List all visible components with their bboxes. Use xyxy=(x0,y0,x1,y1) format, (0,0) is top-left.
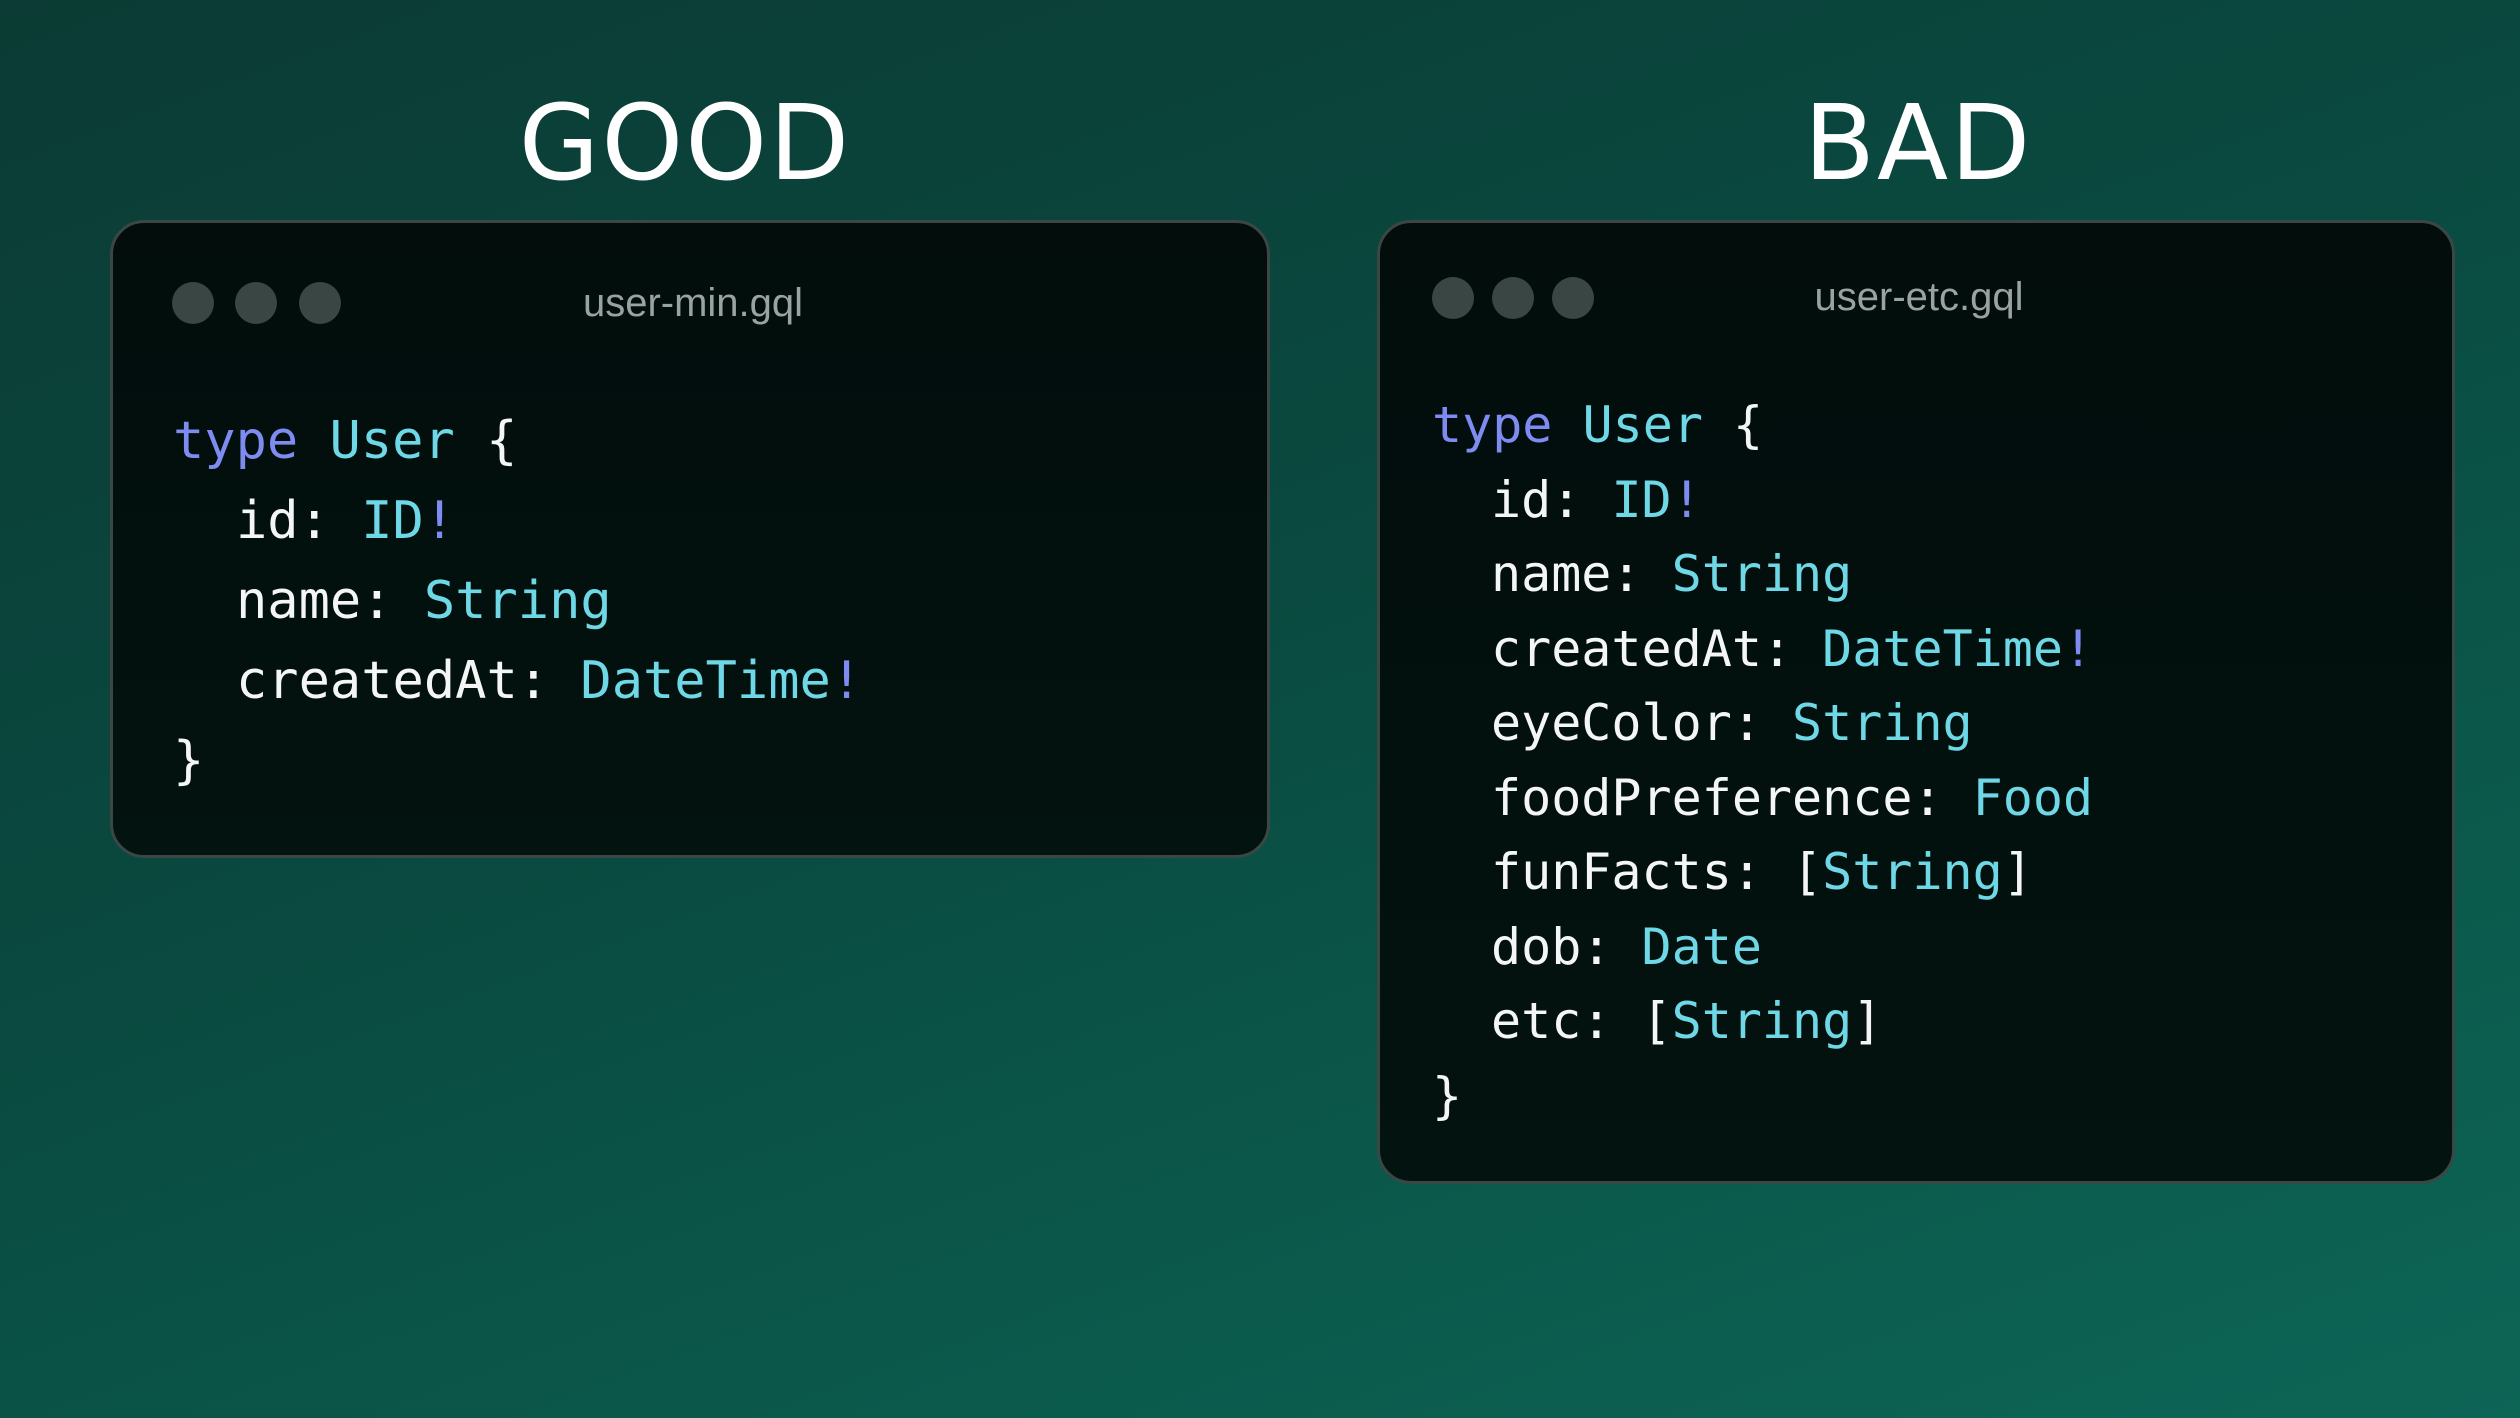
code-name: createdAt xyxy=(236,651,518,711)
code-line: type User { xyxy=(1432,388,2093,463)
code-type: Date xyxy=(1641,917,1762,976)
code-line: id: ID! xyxy=(173,481,862,561)
code-line: dob: Date xyxy=(1432,910,2093,985)
code-block: type User {id: ID! name: String createdAt:… xyxy=(173,401,862,801)
code-bang: ! xyxy=(830,651,863,711)
code-sep: : xyxy=(1581,917,1642,976)
good-code-window: user-min.gql type User {id: ID! name: Str… xyxy=(110,220,1270,858)
code-sep: : [ xyxy=(1731,843,1823,901)
code-line: } xyxy=(1432,1059,2093,1134)
code-sep: : xyxy=(361,571,424,631)
window-dot-icon xyxy=(1492,277,1534,319)
code-bang: ! xyxy=(2062,619,2094,678)
window-dot-icon xyxy=(1432,277,1474,319)
code-bang: ! xyxy=(423,491,456,551)
code-name: id xyxy=(1491,470,1552,529)
code-name: name xyxy=(236,571,362,631)
code-sep: : xyxy=(517,651,581,711)
bad-code-window: user-etc.gql type User {id: ID! name: Str… xyxy=(1377,220,2455,1184)
code-line: etc: [String] xyxy=(1432,984,2093,1059)
code-sep: : xyxy=(1731,694,1793,752)
code-line: createdAt: DateTime! xyxy=(173,641,862,721)
code-name: name xyxy=(1491,545,1612,603)
good-heading: GOOD xyxy=(518,82,852,204)
code-sep xyxy=(298,411,329,471)
code-suffix: { xyxy=(1702,396,1764,454)
code-bang: ! xyxy=(1671,470,1702,529)
code-type: ID xyxy=(1611,470,1672,529)
code-type: String xyxy=(1792,694,1973,752)
code-type: DateTime xyxy=(580,651,831,711)
code-type: ID xyxy=(361,491,424,551)
code-name: dob xyxy=(1491,917,1582,976)
code-sep: : xyxy=(298,491,362,551)
code-line: foodPreference: Food xyxy=(1432,761,2093,836)
code-sep xyxy=(1552,396,1582,454)
code-line: funFacts: [String] xyxy=(1432,835,2093,910)
code-name: } xyxy=(1432,1066,1463,1125)
code-type: Food xyxy=(1972,768,2094,827)
code-name: funFacts xyxy=(1491,843,1732,901)
code-block: type User {id: ID! name: String createdAt:… xyxy=(1432,388,2093,1133)
code-line: id: ID! xyxy=(1432,463,2093,538)
code-name: etc xyxy=(1491,992,1582,1050)
code-name: } xyxy=(173,731,205,791)
code-name: id xyxy=(236,491,299,551)
code-name: eyeColor xyxy=(1491,694,1732,752)
bad-heading: BAD xyxy=(1803,82,2033,204)
code-line: name: String xyxy=(1432,537,2093,612)
filename: user-etc.gql xyxy=(1814,275,2024,319)
window-dot-icon xyxy=(172,282,214,324)
window-dot-icon xyxy=(299,282,341,324)
code-line: type User { xyxy=(173,401,862,481)
code-type: String xyxy=(1822,843,2003,901)
code-type: String xyxy=(423,571,612,631)
window-dot-icon xyxy=(1552,277,1594,319)
code-sep: : xyxy=(1551,470,1612,529)
code-name: foodPreference xyxy=(1491,768,1913,827)
code-line: createdAt: DateTime! xyxy=(1432,612,2093,687)
code-suffix: { xyxy=(454,411,518,471)
code-type: DateTime xyxy=(1822,619,2063,678)
code-type: User xyxy=(1582,396,1703,454)
code-line: eyeColor: String xyxy=(1432,686,2093,761)
code-line: } xyxy=(173,721,862,801)
code-type: String xyxy=(1671,545,1853,603)
code-sep: : xyxy=(1611,545,1672,603)
code-suffix: ] xyxy=(2002,843,2033,901)
code-name: type xyxy=(1432,396,1553,454)
code-line: name: String xyxy=(173,561,862,641)
code-suffix: ] xyxy=(1852,992,1883,1050)
code-type: User xyxy=(329,411,455,471)
code-sep: : xyxy=(1912,768,1973,827)
code-type: String xyxy=(1671,992,1853,1050)
code-sep: : [ xyxy=(1581,992,1672,1050)
window-dot-icon xyxy=(235,282,277,324)
code-sep: : xyxy=(1761,619,1823,678)
filename: user-min.gql xyxy=(582,281,804,325)
code-name: createdAt xyxy=(1491,619,1762,678)
code-name: type xyxy=(173,411,299,471)
